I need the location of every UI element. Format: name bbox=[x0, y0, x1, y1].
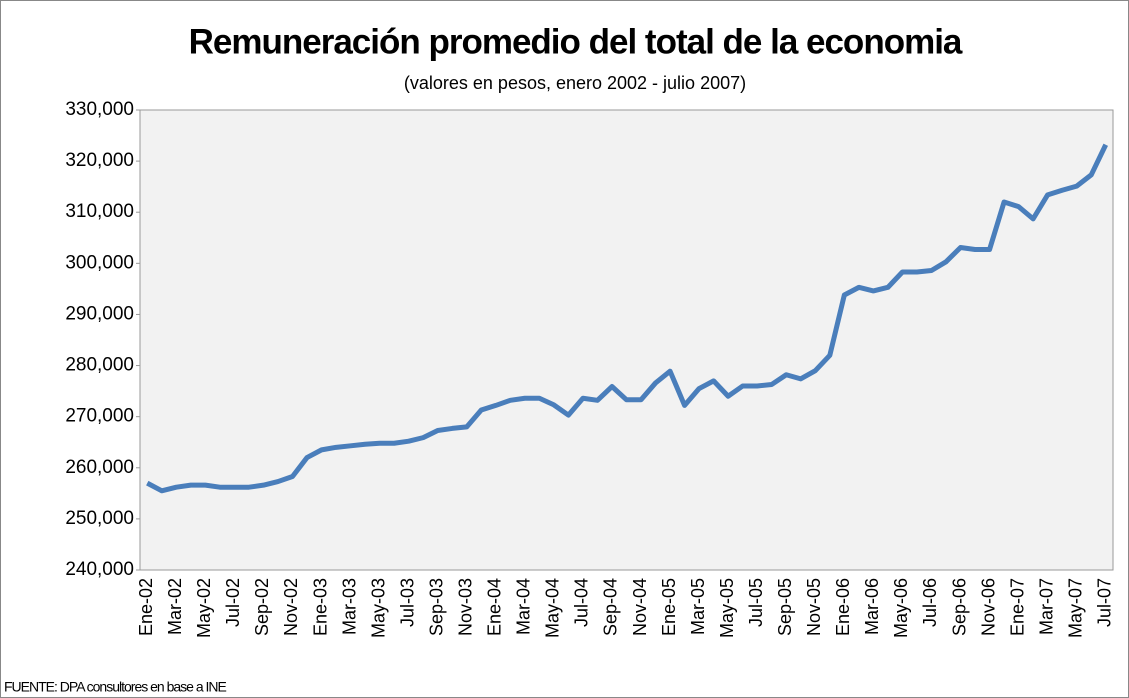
y-tick-label: 300,000 bbox=[65, 252, 134, 273]
x-tick-label: Ene-03 bbox=[310, 578, 330, 636]
x-tick-label: Sep-02 bbox=[252, 578, 272, 636]
x-tick-label: May-05 bbox=[717, 578, 737, 638]
y-tick-label: 280,000 bbox=[65, 355, 134, 376]
y-tick-label: 310,000 bbox=[65, 201, 134, 222]
x-tick-label: Mar-06 bbox=[862, 578, 882, 635]
y-tick-label: 290,000 bbox=[65, 303, 134, 324]
x-tick-label: Sep-05 bbox=[775, 578, 795, 636]
x-tick-label: Nov-04 bbox=[630, 578, 650, 636]
x-tick-label: Mar-05 bbox=[688, 578, 708, 635]
x-tick-label: Nov-02 bbox=[281, 578, 301, 636]
y-tick-label: 320,000 bbox=[65, 150, 134, 171]
x-tick-label: Jul-03 bbox=[397, 578, 417, 627]
x-tick-label: Ene-04 bbox=[485, 578, 505, 636]
x-tick-label: Sep-04 bbox=[601, 578, 621, 636]
y-tick-label: 240,000 bbox=[65, 559, 134, 580]
x-tick-label: Jul-05 bbox=[746, 578, 766, 627]
x-tick-label: Ene-06 bbox=[833, 578, 853, 636]
y-tick-label: 260,000 bbox=[65, 457, 134, 478]
y-tick-label: 250,000 bbox=[65, 508, 134, 529]
x-tick-label: Nov-06 bbox=[978, 578, 998, 636]
x-tick-label: Nov-03 bbox=[456, 578, 476, 636]
chart-title: Remuneración promedio del total de la ec… bbox=[189, 22, 963, 61]
y-tick-label: 270,000 bbox=[65, 406, 134, 427]
x-tick-label: Mar-02 bbox=[165, 578, 185, 635]
x-tick-label: Jul-02 bbox=[223, 578, 243, 627]
chart-subtitle: (valores en pesos, enero 2002 - julio 20… bbox=[404, 73, 746, 93]
x-tick-label: Ene-07 bbox=[1007, 578, 1027, 636]
x-tick-label: Sep-03 bbox=[426, 578, 446, 636]
x-tick-label: Nov-05 bbox=[804, 578, 824, 636]
x-tick-label: May-06 bbox=[891, 578, 911, 638]
x-tick-label: Sep-06 bbox=[949, 578, 969, 636]
x-tick-label: May-03 bbox=[368, 578, 388, 638]
x-tick-label: Mar-03 bbox=[339, 578, 359, 635]
plot-area bbox=[139, 109, 1114, 571]
x-tick-label: Ene-05 bbox=[659, 578, 679, 636]
x-tick-label: Mar-07 bbox=[1036, 578, 1056, 635]
x-tick-label: Jul-06 bbox=[920, 578, 940, 627]
x-tick-label: Ene-02 bbox=[136, 578, 156, 636]
x-tick-label: May-07 bbox=[1065, 578, 1085, 638]
y-tick-label: 330,000 bbox=[65, 99, 134, 120]
source-note: FUENTE: DPA consultores en base a INE bbox=[4, 679, 227, 695]
x-tick-label: May-02 bbox=[194, 578, 214, 638]
line-series bbox=[146, 143, 1108, 494]
x-tick-label: Jul-07 bbox=[1094, 578, 1114, 627]
x-tick-label: Mar-04 bbox=[514, 578, 534, 635]
x-tick-label: Jul-04 bbox=[572, 578, 592, 627]
x-tick-label: May-04 bbox=[543, 578, 563, 638]
